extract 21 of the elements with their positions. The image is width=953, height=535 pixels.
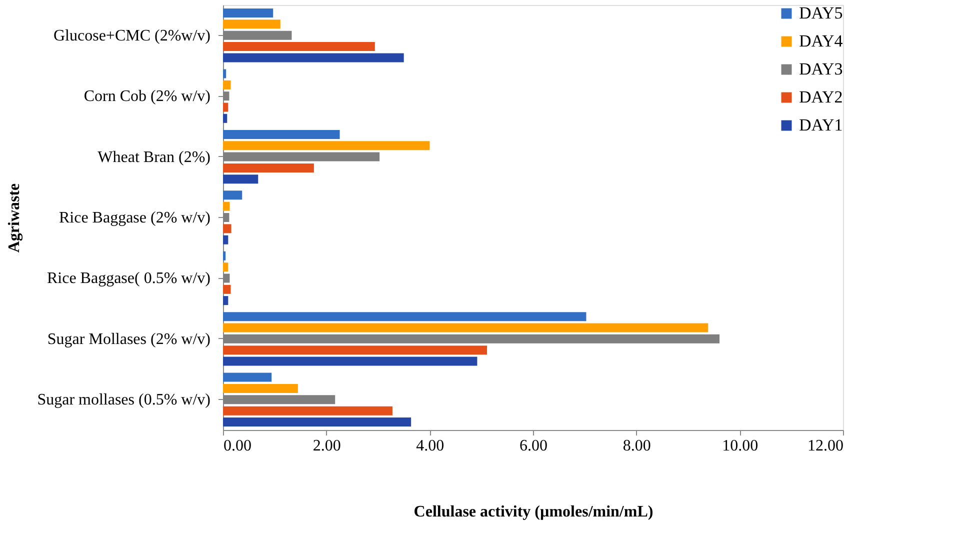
y-tick-label: Rice Baggase( 0.5% w/v) bbox=[46, 270, 210, 288]
y-tick-label: Glucose+CMC (2%w/v) bbox=[53, 27, 210, 44]
legend-label: DAY1 bbox=[799, 116, 843, 134]
legend-label: DAY5 bbox=[799, 4, 843, 22]
y-tick-label: Corn Cob (2% w/v) bbox=[84, 88, 210, 106]
y-tick-label: Rice Baggase (2% w/v) bbox=[58, 210, 210, 226]
x-tick-label: 2.00 bbox=[312, 438, 341, 454]
legend-label: DAY2 bbox=[799, 88, 843, 106]
x-tick-label: 0.00 bbox=[224, 438, 252, 454]
x-tick-label: 10.00 bbox=[722, 438, 758, 454]
y-tick-label: Wheat Bran (2%) bbox=[98, 148, 210, 166]
y-tick-label: Sugar Mollases (2% w/v) bbox=[47, 330, 210, 348]
y-axis-title: Agriwaste bbox=[6, 183, 24, 253]
x-axis-title: Cellulase activity (µmoles/min/mL) bbox=[414, 504, 654, 520]
y-tick-label: Sugar mollases (0.5% w/v) bbox=[37, 392, 210, 409]
x-tick-label: 8.00 bbox=[622, 438, 651, 454]
x-tick-label: 6.00 bbox=[520, 438, 548, 454]
x-tick-label: 12.00 bbox=[808, 438, 844, 454]
legend-label: DAY4 bbox=[799, 32, 844, 50]
legend-label: DAY3 bbox=[799, 60, 843, 78]
x-tick-label: 4.00 bbox=[416, 438, 444, 454]
